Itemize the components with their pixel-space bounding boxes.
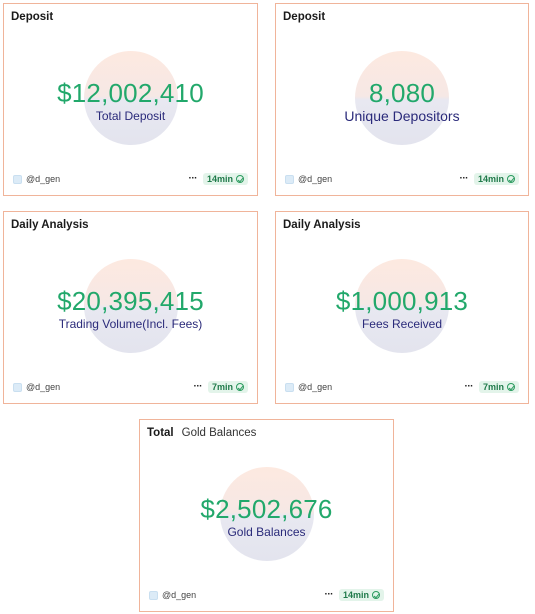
counter-background-circle — [219, 467, 314, 561]
counter-card-trading-volume: Daily Analysis $20,395,415 Trading Volum… — [3, 211, 258, 404]
check-circle-icon — [507, 383, 515, 391]
counter-card-total-deposit: Deposit $12,002,410 Total Deposit @d_gen… — [3, 3, 258, 196]
counter-value: 8,080 — [368, 78, 436, 108]
card-footer: @d_gen ··· 14min — [149, 588, 384, 602]
author-link[interactable]: @d_gen — [26, 174, 61, 184]
card-header: Deposit — [283, 11, 325, 23]
check-circle-icon — [372, 591, 380, 599]
check-circle-icon — [507, 175, 515, 183]
counter-label: Unique Depositors — [344, 108, 460, 124]
counter-label: Fees Received — [361, 317, 443, 331]
author-link[interactable]: @d_gen — [162, 590, 197, 600]
card-subtitle: Gold Balances — [181, 427, 257, 439]
card-title[interactable]: Deposit — [283, 11, 326, 23]
check-circle-icon — [236, 175, 244, 183]
card-header: Deposit — [11, 11, 53, 23]
counter-value: $12,002,410 — [57, 78, 204, 108]
counter-label: Total Deposit — [95, 109, 166, 123]
refresh-age-badge[interactable]: 7min — [478, 381, 519, 393]
refresh-age-badge[interactable]: 7min — [207, 381, 248, 393]
refresh-age-badge[interactable]: 14min — [473, 173, 519, 185]
counter-value: $2,502,676 — [200, 494, 333, 524]
counter-card-gold-balances: Total Gold Balances $2,502,676 Gold Bala… — [139, 419, 394, 612]
refresh-age-badge[interactable]: 14min — [202, 173, 248, 185]
card-footer: @d_gen ··· 14min — [285, 172, 519, 186]
refresh-age-text: 7min — [482, 382, 504, 392]
card-title[interactable]: Daily Analysis — [283, 219, 361, 231]
more-horizontal-icon[interactable]: ··· — [193, 381, 202, 392]
author-link[interactable]: @d_gen — [298, 382, 333, 392]
user-avatar-icon[interactable] — [149, 590, 158, 600]
counter-background-circle — [355, 259, 449, 353]
counter-background-circle — [355, 51, 449, 145]
card-header: Daily Analysis — [11, 219, 89, 231]
refresh-age-text: 7min — [211, 382, 233, 392]
counter-background-circle — [83, 259, 178, 353]
refresh-age-badge[interactable]: 14min — [338, 589, 384, 601]
refresh-age-text: 14min — [206, 174, 233, 184]
more-horizontal-icon[interactable]: ··· — [324, 589, 333, 600]
counter-value: $20,395,415 — [57, 286, 204, 316]
card-header: Daily Analysis — [283, 219, 361, 231]
card-title[interactable]: Deposit — [11, 11, 54, 23]
more-horizontal-icon[interactable]: ··· — [459, 173, 468, 184]
counter-label: Trading Volume(Incl. Fees) — [58, 317, 203, 331]
user-avatar-icon[interactable] — [285, 382, 294, 392]
user-avatar-icon[interactable] — [13, 174, 22, 184]
author-link[interactable]: @d_gen — [26, 382, 61, 392]
refresh-age-text: 14min — [477, 174, 504, 184]
user-avatar-icon[interactable] — [13, 382, 22, 392]
card-title[interactable]: Daily Analysis — [11, 219, 89, 231]
user-avatar-icon[interactable] — [285, 174, 294, 184]
counter-background-circle — [83, 51, 178, 145]
card-title[interactable]: Total — [147, 427, 174, 439]
counter-card-unique-depositors: Deposit 8,080 Unique Depositors @d_gen ·… — [275, 3, 529, 196]
counter-card-fees-received: Daily Analysis $1,000,913 Fees Received … — [275, 211, 529, 404]
more-horizontal-icon[interactable]: ··· — [464, 381, 473, 392]
card-footer: @d_gen ··· 7min — [13, 380, 248, 394]
card-footer: @d_gen ··· 14min — [13, 172, 248, 186]
author-link[interactable]: @d_gen — [298, 174, 333, 184]
card-header: Total Gold Balances — [147, 427, 256, 439]
refresh-age-text: 14min — [342, 590, 369, 600]
counter-label: Gold Balances — [227, 525, 306, 539]
counter-value: $1,000,913 — [335, 286, 469, 316]
more-horizontal-icon[interactable]: ··· — [188, 173, 197, 184]
check-circle-icon — [236, 383, 244, 391]
card-footer: @d_gen ··· 7min — [285, 380, 519, 394]
